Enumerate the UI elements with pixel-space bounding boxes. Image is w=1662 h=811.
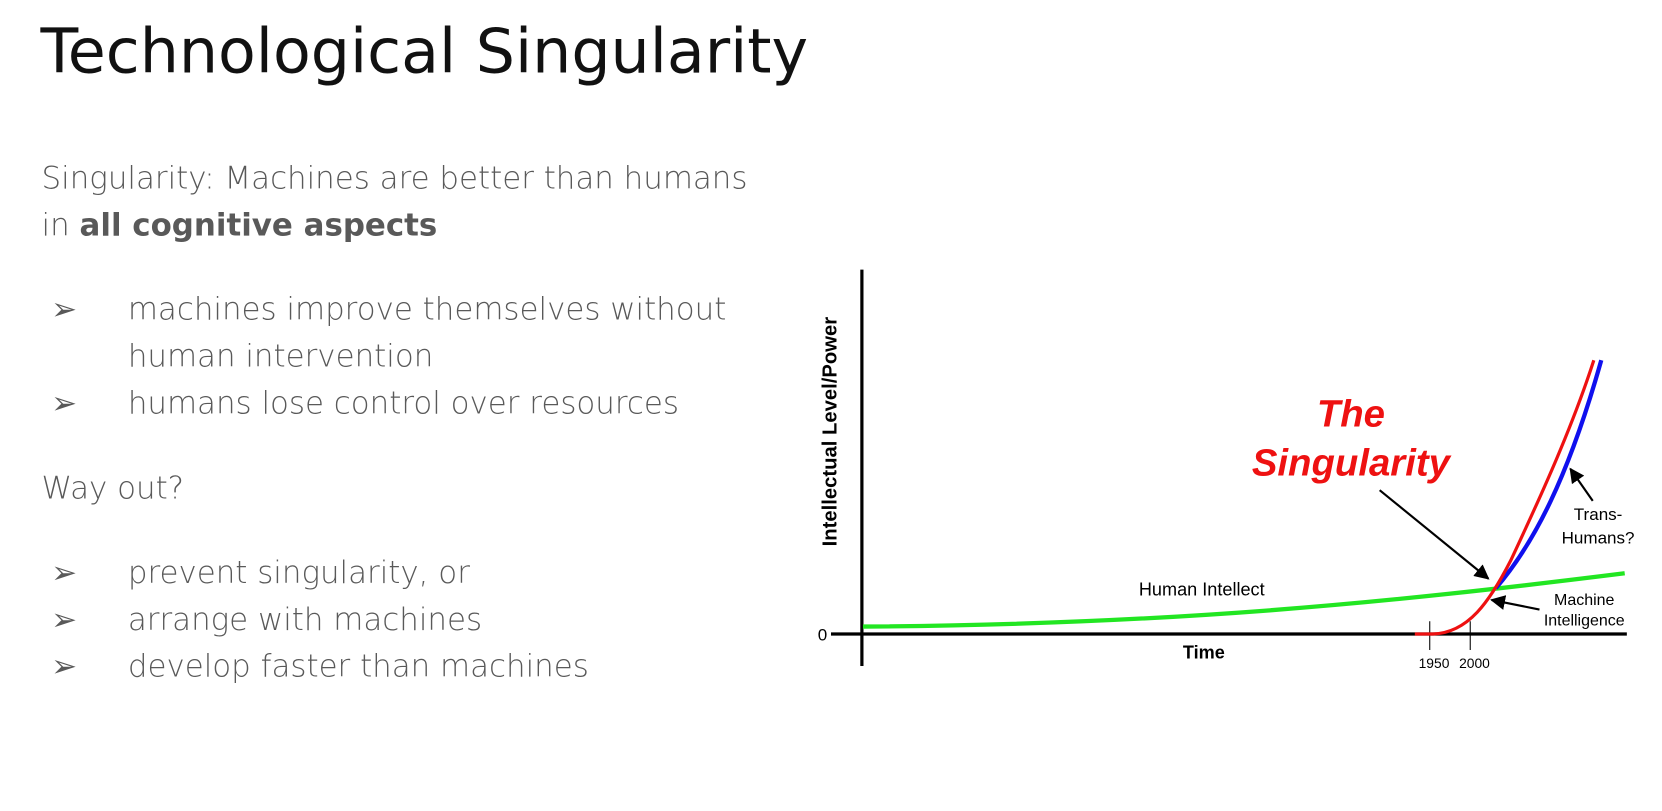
definition-line: Singularity: Machines are better than hu… xyxy=(42,161,748,197)
y-axis-label: Intellectual Level/Power xyxy=(819,317,841,547)
headline: The xyxy=(1317,392,1385,435)
bullet-text: humans lose control over resources xyxy=(128,385,679,421)
curve-label: Intelligence xyxy=(1544,613,1625,630)
bullet-text: prevent singularity, or xyxy=(128,555,470,591)
curve-label: Humans? xyxy=(1562,528,1635,547)
tick-label: 2000 xyxy=(1459,655,1490,671)
bullet: ➢ xyxy=(51,292,77,328)
slide-title: Technological Singularity xyxy=(39,16,808,88)
text: in xyxy=(42,208,70,244)
origin-label: 0 xyxy=(818,625,827,644)
arrow xyxy=(1569,467,1594,502)
curve-label: Machine xyxy=(1554,592,1614,609)
bullet: ➢ xyxy=(51,649,77,685)
bullet: ➢ xyxy=(51,555,77,591)
bullet-text: arrange with machines xyxy=(128,602,482,638)
arrow xyxy=(1379,489,1490,580)
bullet-text: human intervention xyxy=(128,339,433,375)
trans-human-curve xyxy=(1494,359,1604,590)
singularity-diagram: Intellectual Level/Power Time 0 1950 200… xyxy=(818,269,1635,671)
machine-curve xyxy=(1414,359,1596,636)
bullet-text: machines improve themselves without xyxy=(128,292,726,328)
arrow xyxy=(1490,595,1540,611)
bullet: ➢ xyxy=(51,385,77,421)
x-axis-label: Time xyxy=(1183,643,1225,663)
bullet: ➢ xyxy=(51,602,77,638)
headline: Singularity xyxy=(1252,441,1452,484)
question: Way out? xyxy=(42,471,185,507)
curve-label: Trans- xyxy=(1574,505,1623,524)
curve-label: Human Intellect xyxy=(1139,580,1265,600)
definition-line: in all cognitive aspects xyxy=(42,208,438,244)
bullet-text: develop faster than machines xyxy=(128,649,589,685)
human-curve xyxy=(862,571,1625,629)
emphasis: all cognitive aspects xyxy=(80,208,438,244)
tick-label: 1950 xyxy=(1419,655,1450,671)
